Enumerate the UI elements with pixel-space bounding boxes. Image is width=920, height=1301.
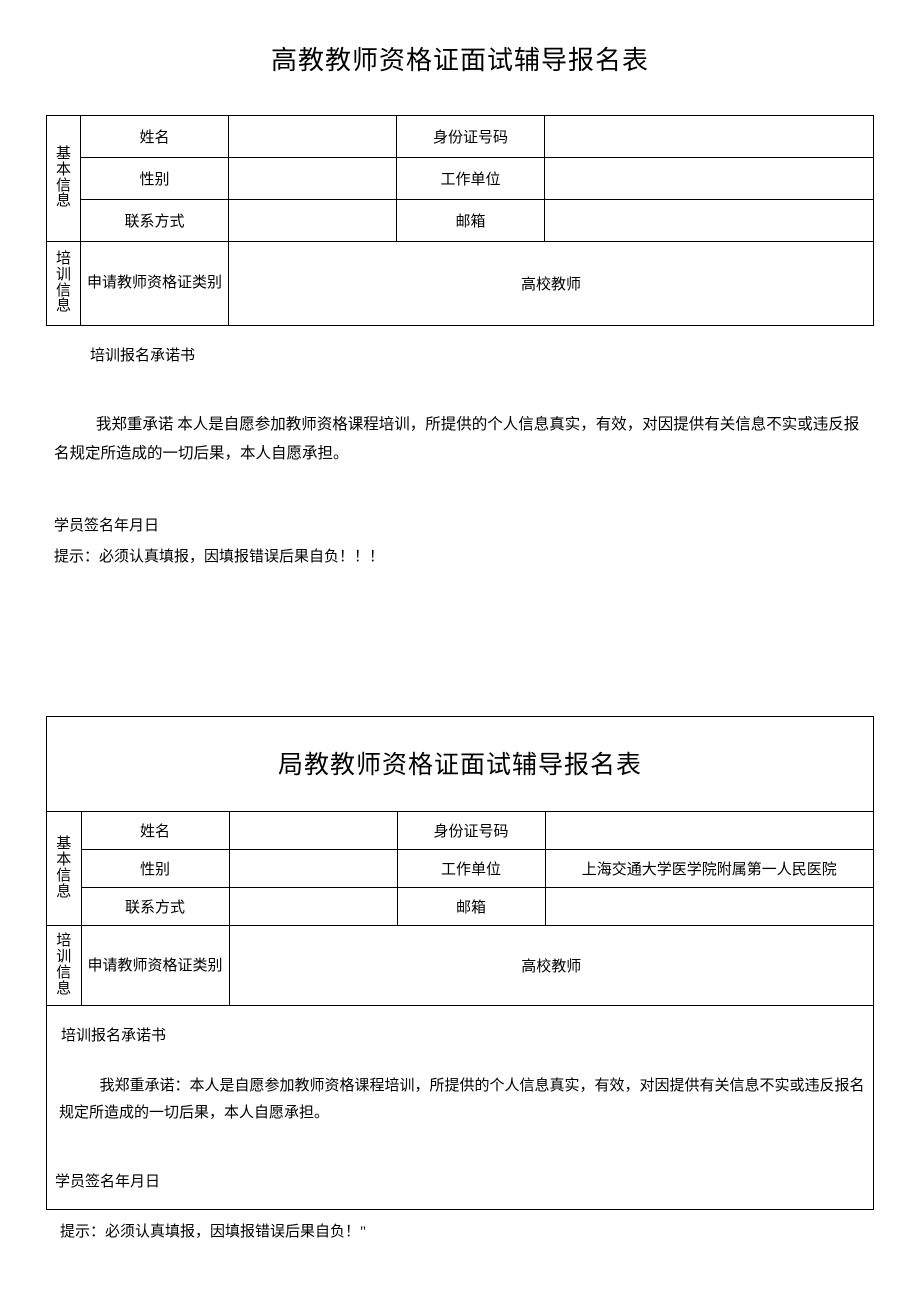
value-id-number (545, 116, 874, 158)
label-gender: 性别 (81, 158, 229, 200)
label-work-unit: 工作单位 (397, 158, 545, 200)
value-cert-type-2: 高校教师 (229, 926, 873, 1006)
label-contact-2: 联系方式 (81, 888, 229, 926)
section-basic-info-2: 基本信息 (47, 812, 81, 926)
value-cert-type: 高校教师 (229, 242, 874, 326)
tip-line-1: 提示：必须认真填报，因填报错误后果自负！！！ (54, 545, 870, 566)
page-title-1: 高教教师资格证面试辅导报名表 (46, 40, 874, 77)
spacer (46, 566, 874, 716)
value-id-number-2 (545, 812, 873, 850)
label-id-number: 身份证号码 (397, 116, 545, 158)
sign-line-1: 学员签名年月日 (54, 514, 870, 535)
label-id-number-2: 身份证号码 (397, 812, 545, 850)
label-email: 邮箱 (397, 200, 545, 242)
value-email (545, 200, 874, 242)
registration-table-1: 基本信息 姓名 身份证号码 性别 工作单位 联系方式 邮箱 培训信息 申请教师资… (46, 115, 874, 326)
label-name-2: 姓名 (81, 812, 229, 850)
pledge-block-2: 培训报名承诺书 我郑重承诺：本人是自愿参加教师资格课程培训，所提供的个人信息真实… (47, 1006, 873, 1209)
section-training-info: 培训信息 (47, 242, 81, 326)
label-cert-type-2: 申请教师资格证类别 (81, 926, 229, 1006)
label-work-unit-2: 工作单位 (397, 850, 545, 888)
registration-table-2: 基本信息 姓名 身份证号码 性别 工作单位 上海交通大学医学院附属第一人民医院 … (47, 811, 873, 1006)
label-cert-type: 申请教师资格证类别 (81, 242, 229, 326)
value-contact (229, 200, 397, 242)
form2-container: 局教教师资格证面试辅导报名表 基本信息 姓名 身份证号码 性别 工作单位 上海交… (46, 716, 874, 1210)
pledge-title-1: 培训报名承诺书 (90, 344, 870, 365)
page-title-2: 局教教师资格证面试辅导报名表 (47, 717, 873, 811)
label-name: 姓名 (81, 116, 229, 158)
label-gender-2: 性别 (81, 850, 229, 888)
value-name-2 (229, 812, 397, 850)
value-gender-2 (229, 850, 397, 888)
section-basic-info: 基本信息 (47, 116, 81, 242)
value-work-unit (545, 158, 874, 200)
pledge-body-1: 我郑重承诺 本人是自愿参加教师资格课程培训，所提供的个人信息真实，有效，对因提供… (54, 411, 870, 468)
section-training-info-2: 培训信息 (47, 926, 81, 1006)
sign-line-2: 学员签名年月日 (55, 1170, 865, 1191)
pledge-title-2: 培训报名承诺书 (61, 1024, 865, 1045)
tip-line-2: 提示：必须认真填报，因填报错误后果自负！" (60, 1220, 874, 1241)
value-email-2 (545, 888, 873, 926)
label-email-2: 邮箱 (397, 888, 545, 926)
pledge-body-2: 我郑重承诺：本人是自愿参加教师资格课程培训，所提供的个人信息真实，有效，对因提供… (59, 1073, 865, 1126)
value-contact-2 (229, 888, 397, 926)
pledge-block-1: 培训报名承诺书 我郑重承诺 本人是自愿参加教师资格课程培训，所提供的个人信息真实… (46, 344, 874, 566)
label-contact: 联系方式 (81, 200, 229, 242)
value-gender (229, 158, 397, 200)
value-name (229, 116, 397, 158)
value-work-unit-2: 上海交通大学医学院附属第一人民医院 (545, 850, 873, 888)
